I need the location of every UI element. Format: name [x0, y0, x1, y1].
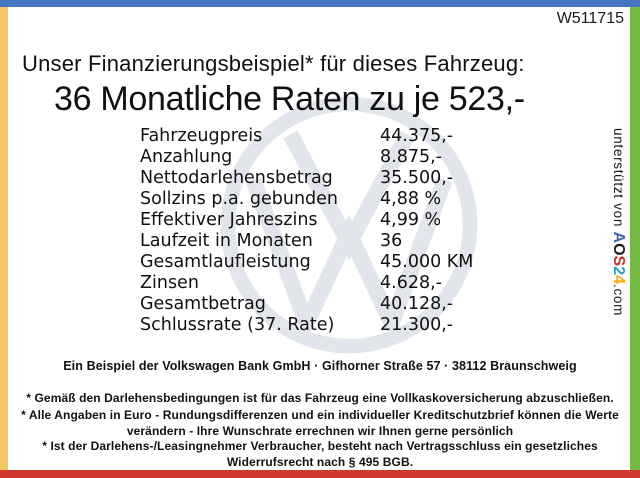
- table-row: Nettodarlehensbetrag 35.500,-: [140, 168, 473, 189]
- row-value: 35.500,-: [380, 168, 454, 188]
- footnote-line: verändern - Ihre Wunschrate errechnen wi…: [126, 424, 514, 438]
- row-label: Fahrzeugpreis: [140, 126, 263, 146]
- finance-table: Fahrzeugpreis 44.375,- Anzahlung 8.875,-…: [140, 126, 473, 336]
- row-value: 4,88 %: [380, 189, 442, 209]
- row-value: 45.000 KM: [380, 252, 474, 272]
- row-label: Nettodarlehensbetrag: [140, 168, 333, 188]
- bottom-border-bar: [0, 470, 640, 478]
- header-intro-line: Unser Finanzierungsbeispiel* für dieses …: [22, 51, 525, 76]
- table-row: Laufzeit in Monaten 36: [140, 231, 473, 252]
- row-label: Sollzins p.a. gebunden: [140, 189, 339, 209]
- vehicle-reference-code: W511715: [556, 10, 624, 27]
- footnote-euro-values: * Alle Angaben in Euro - Rundungsdiffere…: [0, 407, 640, 439]
- supporter-credit: unterstützt von AOS24.com: [609, 128, 627, 316]
- row-label: Gesamtlaufleistung: [140, 252, 311, 272]
- row-value: 36: [380, 231, 403, 251]
- footnote-line: * Ist der Darlehens-/Leasingnehmer Verbr…: [42, 439, 598, 453]
- footnote-insurance: * Gemäß den Darlehensbedingungen ist für…: [0, 390, 640, 406]
- footnote-line: * Alle Angaben in Euro - Rundungsdiffere…: [21, 408, 619, 422]
- row-value: 4,99 %: [380, 210, 442, 230]
- table-row: Gesamtlaufleistung 45.000 KM: [140, 252, 473, 273]
- row-label: Gesamtbetrag: [140, 294, 266, 314]
- footnote-line: * Gemäß den Darlehensbedingungen ist für…: [26, 391, 614, 405]
- bank-address-line: Ein Beispiel der Volkswagen Bank GmbH · …: [63, 359, 577, 373]
- row-label: Zinsen: [140, 273, 199, 293]
- right-border-bar: [630, 7, 640, 470]
- row-value: 4.628,-: [380, 273, 442, 293]
- supporter-prefix: unterstützt von: [611, 128, 626, 232]
- aos24-logo-letter: O: [610, 243, 627, 256]
- footnote-withdrawal-right: * Ist der Darlehens-/Leasingnehmer Verbr…: [0, 438, 640, 470]
- footnote-line: Widerrufsrecht nach § 495 BGB.: [226, 455, 414, 469]
- table-row: Zinsen 4.628,-: [140, 273, 473, 294]
- row-label: Effektiver Jahreszins: [140, 210, 318, 230]
- table-row: Sollzins p.a. gebunden 4,88 %: [140, 189, 473, 210]
- table-row: Schlussrate (37. Rate) 21.300,-: [140, 315, 473, 336]
- row-label: Laufzeit in Monaten: [140, 231, 313, 251]
- table-row: Effektiver Jahreszins 4,99 %: [140, 210, 473, 231]
- aos24-logo-letter: A: [610, 231, 627, 244]
- top-border-bar: [0, 0, 640, 7]
- aos24-logo-letter: 4: [610, 275, 627, 284]
- aos24-logo-letter: 2: [610, 266, 627, 276]
- row-label: Anzahlung: [140, 147, 233, 167]
- header: Unser Finanzierungsbeispiel* für dieses …: [0, 51, 640, 119]
- left-border-bar: [0, 7, 8, 470]
- row-label: Schlussrate (37. Rate): [140, 315, 335, 335]
- row-value: 44.375,-: [380, 126, 454, 146]
- table-row: Fahrzeugpreis 44.375,-: [140, 126, 473, 147]
- vw-logo-icon: [216, 92, 482, 358]
- header-rate-line: 36 Monatliche Raten zu je 523,-: [54, 80, 525, 118]
- table-row: Anzahlung 8.875,-: [140, 147, 473, 168]
- aos24-logo-letter: S: [610, 255, 627, 267]
- row-value: 40.128,-: [380, 294, 454, 314]
- row-value: 8.875,-: [380, 147, 442, 167]
- supporter-suffix: .com: [611, 284, 626, 317]
- row-value: 21.300,-: [380, 315, 454, 335]
- table-row: Gesamtbetrag 40.128,-: [140, 294, 473, 315]
